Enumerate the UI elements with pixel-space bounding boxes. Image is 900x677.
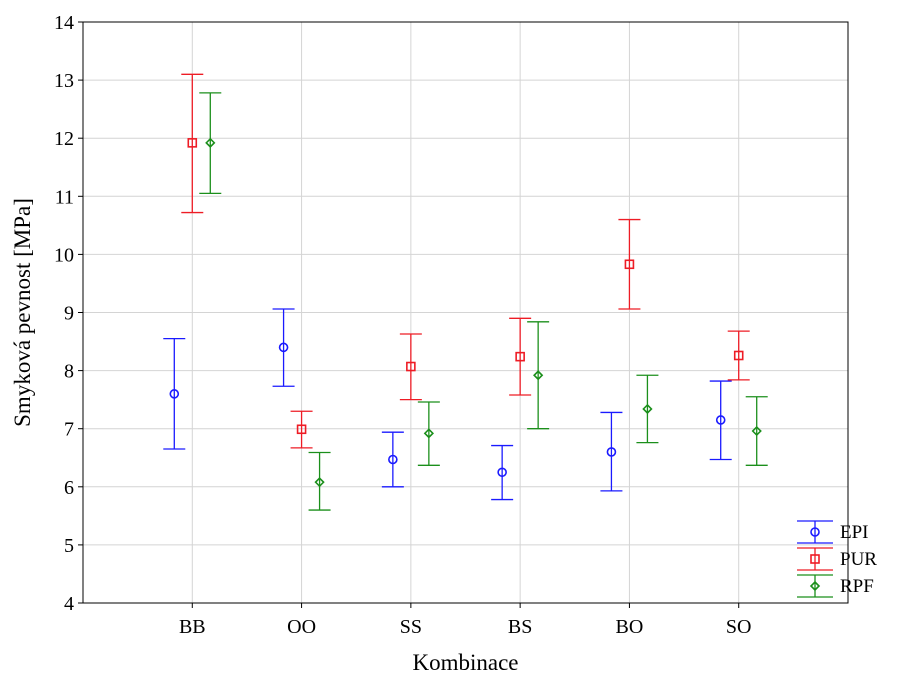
mean-point	[624, 259, 635, 270]
series-rpf	[199, 92, 768, 511]
legend-item-rpf: RPF	[797, 574, 874, 598]
y-axis-title: Smyková pevnost [MPa]	[10, 198, 35, 427]
y-tick-label: 7	[64, 419, 74, 441]
mean-point	[533, 370, 544, 381]
legend-label: EPI	[840, 522, 869, 543]
y-tick-label: 14	[54, 12, 74, 34]
legend: EPI PUR RPF	[797, 520, 877, 598]
mean-point	[388, 454, 398, 465]
y-tick-label: 12	[54, 128, 74, 150]
mean-point	[187, 138, 198, 148]
mean-point	[314, 477, 325, 488]
mean-point	[169, 389, 180, 399]
axes: 4 5 6 7 8 9 10 11 12 13 14 BB OO SS BS BO SO	[54, 12, 752, 638]
y-tick-label: 11	[55, 186, 74, 208]
x-tick-label: BB	[179, 616, 206, 638]
mean-point	[278, 342, 289, 353]
mean-point	[715, 415, 726, 425]
mean-point	[733, 350, 744, 361]
legend-marker	[809, 580, 821, 592]
series-epi	[163, 308, 732, 501]
x-axis-title: Kombinace	[412, 650, 518, 675]
legend-marker	[810, 527, 820, 537]
mean-point	[497, 467, 507, 478]
series	[163, 73, 768, 511]
mean-point	[423, 428, 434, 439]
legend-item-epi: EPI	[797, 520, 869, 544]
y-tick-label: 8	[64, 361, 74, 383]
mean-point	[515, 351, 525, 362]
mean-point	[642, 403, 653, 415]
y-tick-label: 4	[64, 593, 74, 615]
legend-label: RPF	[840, 576, 874, 597]
mean-point	[406, 361, 416, 372]
x-tick-label: BS	[508, 616, 532, 638]
mean-point	[296, 424, 307, 435]
y-tick-label: 10	[54, 244, 74, 266]
mean-point	[751, 425, 762, 437]
y-tick-label: 13	[54, 70, 74, 92]
series-pur	[181, 73, 750, 449]
x-tick-label: OO	[287, 616, 316, 638]
mean-point	[205, 137, 216, 148]
mean-point	[606, 447, 617, 457]
y-tick-label: 5	[64, 535, 74, 557]
legend-label: PUR	[840, 549, 877, 570]
y-tick-label: 6	[64, 477, 74, 499]
grid	[83, 22, 848, 603]
x-tick-label: SS	[400, 616, 422, 638]
x-tick-label: BO	[616, 616, 644, 638]
x-tick-label: SO	[726, 616, 752, 638]
legend-item-pur: PUR	[797, 547, 877, 571]
legend-marker	[810, 554, 820, 564]
y-tick-label: 9	[64, 303, 74, 325]
